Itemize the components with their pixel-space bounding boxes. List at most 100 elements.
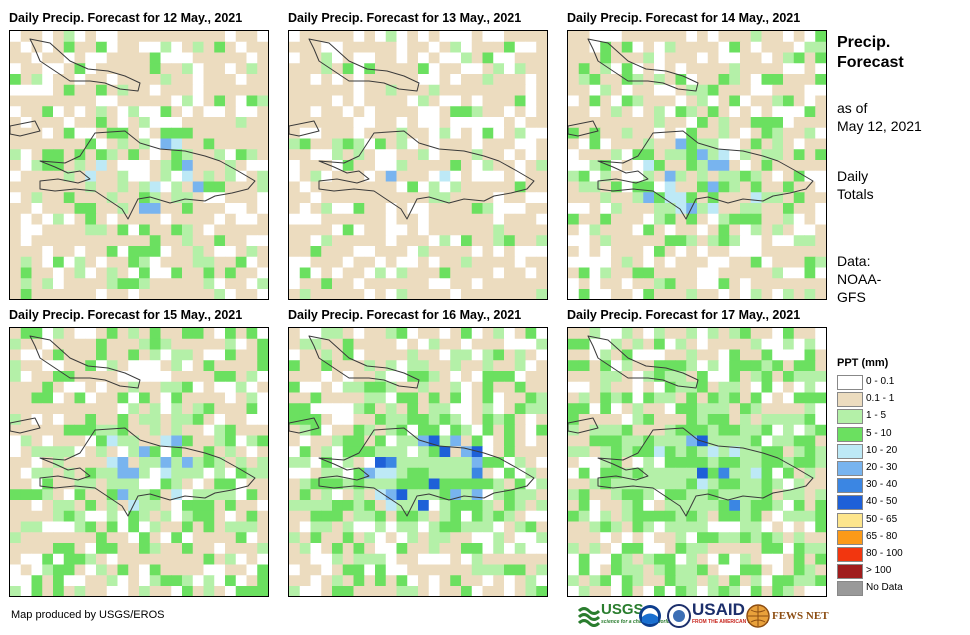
precip-cell [342, 521, 354, 533]
precip-cell [117, 84, 129, 96]
precip-cell [149, 564, 161, 576]
precip-cell [471, 149, 483, 161]
precip-cell [299, 371, 311, 383]
precip-cell [85, 213, 97, 225]
precip-cell [299, 457, 311, 469]
precip-cell [96, 246, 108, 258]
precip-cell [772, 246, 784, 258]
precip-cell [149, 181, 161, 193]
precip-cell [375, 424, 387, 436]
precip-cell [461, 392, 473, 404]
precip-cell [729, 553, 741, 565]
precip-cell [364, 349, 376, 361]
precip-cell [525, 63, 537, 75]
precip-cell [815, 213, 826, 225]
precip-cell [246, 478, 258, 490]
precip-cell [697, 74, 709, 86]
precip-cell [96, 256, 108, 268]
precip-cell [225, 170, 237, 182]
precip-cell [461, 127, 473, 139]
precip-cell [63, 424, 75, 436]
precip-cell [589, 267, 601, 279]
precip-cell [117, 224, 129, 236]
precip-cell [149, 246, 161, 258]
precip-cell [654, 181, 666, 193]
precip-cell [171, 203, 183, 215]
precip-cell [385, 160, 397, 172]
precip-cell [85, 267, 97, 279]
precip-cell [42, 52, 54, 64]
precip-cell [783, 478, 795, 490]
precip-cell [225, 106, 237, 118]
precip-cell [783, 41, 795, 53]
precip-cell [793, 289, 805, 299]
precip-cell [396, 117, 408, 129]
precip-cell [428, 414, 440, 426]
precip-cell [654, 256, 666, 268]
precip-cell [783, 74, 795, 86]
precip-cell [53, 564, 65, 576]
precip-cell [750, 41, 762, 53]
precip-cell [149, 63, 161, 75]
precip-cell [740, 289, 752, 299]
precip-cell [718, 532, 730, 544]
precip-cell [192, 328, 204, 340]
precip-cell [761, 338, 773, 350]
precip-cell [783, 289, 795, 299]
precip-cell [257, 170, 268, 182]
precip-cell [96, 84, 108, 96]
precip-cell [182, 349, 194, 361]
precip-cell [697, 543, 709, 555]
precip-cell [182, 52, 194, 64]
precip-cell [578, 360, 590, 372]
precip-cell [654, 467, 666, 479]
precip-cell [310, 31, 322, 43]
precip-cell [321, 381, 333, 393]
precip-cell [106, 63, 118, 75]
precip-cell [63, 543, 75, 555]
precip-cell [364, 192, 376, 204]
precip-cell [42, 586, 54, 596]
precip-cell [697, 414, 709, 426]
precip-cell [182, 478, 194, 490]
precip-cell [407, 403, 419, 415]
precip-cell [707, 170, 719, 182]
precip-cell [74, 31, 86, 43]
precip-cell [450, 521, 462, 533]
precip-cell [686, 160, 698, 172]
precip-cell [246, 181, 258, 193]
precip-cell [235, 224, 247, 236]
precip-cell [804, 446, 816, 458]
precip-cell [214, 106, 226, 118]
precip-cell [257, 467, 268, 479]
precip-cell [664, 235, 676, 247]
precip-cell [42, 63, 54, 75]
precip-cell [160, 360, 172, 372]
precip-cell [225, 127, 237, 139]
precip-cell [182, 95, 194, 107]
precip-cell [589, 457, 601, 469]
precip-cell [675, 381, 687, 393]
precip-cell [149, 106, 161, 118]
precip-cell [225, 564, 237, 576]
precip-cell [578, 435, 590, 447]
precip-cell [761, 127, 773, 139]
precip-cell [182, 213, 194, 225]
precip-cell [664, 521, 676, 533]
precip-cell [611, 435, 623, 447]
precip-cell [772, 181, 784, 193]
precip-cell [536, 278, 547, 290]
precip-cell [235, 392, 247, 404]
precip-cell [815, 424, 826, 436]
precip-cell [632, 127, 644, 139]
precip-cell [20, 478, 32, 490]
precip-cell [31, 510, 43, 522]
precip-cell [675, 267, 687, 279]
precip-cell [10, 392, 22, 404]
precip-cell [257, 414, 268, 426]
precip-cell [654, 74, 666, 86]
precip-cell [589, 246, 601, 258]
precip-cell [171, 63, 183, 75]
precip-cell [707, 424, 719, 436]
precip-cell [418, 371, 430, 383]
